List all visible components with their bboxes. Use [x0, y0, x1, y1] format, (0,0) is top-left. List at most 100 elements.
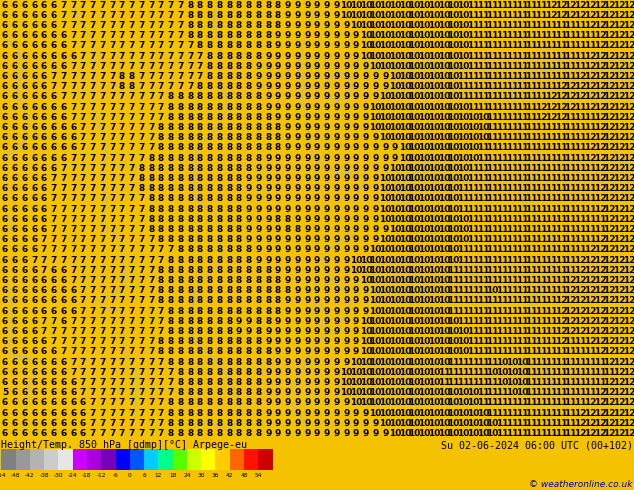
Text: 11: 11 [496, 347, 508, 356]
Text: 11: 11 [526, 51, 538, 61]
Text: 10: 10 [389, 82, 401, 91]
Text: 11: 11 [515, 31, 528, 40]
Text: 12: 12 [574, 256, 586, 265]
Text: 6: 6 [60, 378, 67, 387]
Text: 8: 8 [216, 41, 223, 50]
Text: 6: 6 [11, 113, 18, 122]
Text: 6: 6 [41, 41, 47, 50]
Text: 7: 7 [148, 409, 154, 417]
Text: 10: 10 [359, 31, 372, 40]
Text: 7: 7 [80, 174, 86, 183]
Text: 10: 10 [428, 419, 440, 428]
Text: 9: 9 [265, 368, 271, 377]
Text: 10: 10 [467, 123, 479, 132]
Text: 12: 12 [613, 51, 626, 61]
Text: 8: 8 [216, 51, 223, 61]
Text: 8: 8 [245, 0, 252, 10]
Text: 7: 7 [89, 225, 96, 234]
Text: 7: 7 [129, 419, 135, 428]
Text: 8: 8 [216, 144, 223, 152]
Text: 6: 6 [41, 276, 47, 285]
Text: 6: 6 [41, 102, 47, 112]
Text: 10: 10 [418, 184, 430, 193]
Text: 10: 10 [359, 368, 372, 377]
Text: 6: 6 [41, 123, 47, 132]
Text: 9: 9 [275, 358, 281, 367]
Text: 9: 9 [275, 398, 281, 407]
Text: 7: 7 [167, 31, 174, 40]
Text: 7: 7 [158, 378, 164, 387]
Text: 6: 6 [2, 93, 8, 101]
Text: 8: 8 [216, 205, 223, 214]
Text: 11: 11 [526, 205, 538, 214]
Text: 10: 10 [477, 113, 489, 122]
Text: 8: 8 [197, 317, 203, 326]
Text: 10: 10 [437, 72, 450, 81]
Text: 11: 11 [477, 82, 489, 91]
Text: 10: 10 [437, 266, 450, 275]
Text: 10: 10 [379, 174, 391, 183]
Text: 9: 9 [314, 296, 320, 305]
Text: 10: 10 [448, 174, 460, 183]
Text: 7: 7 [60, 225, 67, 234]
Text: 7: 7 [70, 235, 76, 244]
Text: 8: 8 [245, 164, 252, 173]
Text: 10: 10 [399, 235, 411, 244]
Text: 8: 8 [226, 72, 232, 81]
Text: 6: 6 [60, 133, 67, 142]
Text: 6: 6 [51, 62, 57, 71]
Text: 11: 11 [545, 21, 557, 30]
Text: 8: 8 [158, 195, 164, 203]
Text: 7: 7 [60, 347, 67, 356]
Text: 8: 8 [256, 317, 262, 326]
Text: 11: 11 [574, 21, 586, 30]
Text: 9: 9 [343, 82, 349, 91]
Text: 9: 9 [372, 153, 378, 163]
Text: 7: 7 [89, 205, 96, 214]
Text: 9: 9 [304, 62, 311, 71]
Text: 7: 7 [89, 296, 96, 305]
Text: 7: 7 [89, 133, 96, 142]
Text: 7: 7 [187, 51, 193, 61]
Text: 6: 6 [22, 276, 27, 285]
Text: 11: 11 [496, 153, 508, 163]
Text: 11: 11 [564, 133, 577, 142]
Text: 9: 9 [304, 51, 311, 61]
Text: 7: 7 [158, 21, 164, 30]
Text: 11: 11 [477, 266, 489, 275]
Text: 11: 11 [496, 266, 508, 275]
Text: 10: 10 [448, 245, 460, 254]
Text: 6: 6 [22, 317, 27, 326]
Text: 12: 12 [574, 327, 586, 336]
Text: 10: 10 [350, 378, 362, 387]
Text: 6: 6 [31, 378, 37, 387]
Text: 11: 11 [477, 307, 489, 316]
Text: 7: 7 [70, 256, 76, 265]
Text: 7: 7 [100, 215, 106, 224]
Text: 8: 8 [197, 0, 203, 10]
Text: 11: 11 [496, 388, 508, 397]
Text: 9: 9 [323, 21, 330, 30]
Text: 11: 11 [526, 307, 538, 316]
Text: 8: 8 [197, 174, 203, 183]
Text: 9: 9 [294, 133, 301, 142]
Text: 9: 9 [245, 205, 252, 214]
Text: 7: 7 [89, 123, 96, 132]
Text: 10: 10 [370, 388, 382, 397]
Text: 9: 9 [343, 113, 349, 122]
Text: 9: 9 [343, 327, 349, 336]
Text: 9: 9 [256, 195, 262, 203]
Text: 12: 12 [623, 184, 634, 193]
Text: 9: 9 [314, 41, 320, 50]
Text: 11: 11 [535, 378, 548, 387]
Text: 9: 9 [304, 337, 311, 346]
Text: 12: 12 [623, 93, 634, 101]
Text: 7: 7 [119, 266, 125, 275]
Text: 9: 9 [294, 266, 301, 275]
Text: 7: 7 [80, 72, 86, 81]
Text: 8: 8 [197, 358, 203, 367]
Text: 6: 6 [11, 307, 18, 316]
Text: 12: 12 [604, 174, 616, 183]
Text: 11: 11 [467, 62, 479, 71]
Text: 9: 9 [294, 21, 301, 30]
